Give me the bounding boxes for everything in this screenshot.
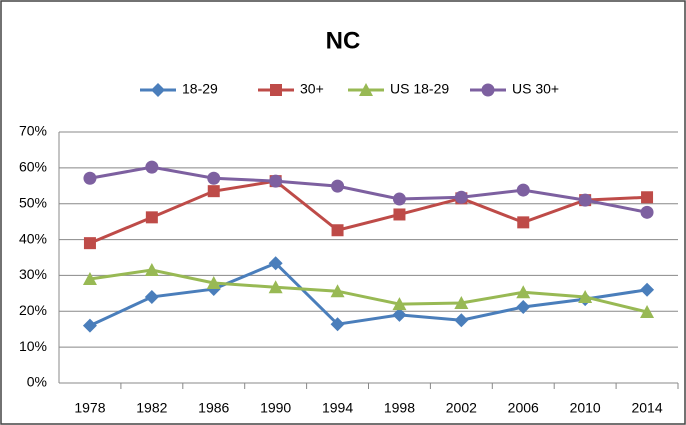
marker	[393, 208, 406, 221]
marker	[516, 285, 531, 299]
y-tick-label: 70%	[19, 123, 47, 139]
series-line	[89, 261, 648, 327]
marker	[392, 192, 406, 206]
y-tick-label: 50%	[19, 194, 47, 210]
marker	[640, 282, 655, 297]
marker	[641, 191, 654, 204]
marker	[330, 317, 345, 332]
marker	[83, 171, 97, 185]
series-line	[89, 179, 648, 245]
marker	[144, 263, 159, 277]
marker	[82, 318, 97, 333]
x-tick-label: 1990	[260, 400, 291, 416]
marker	[268, 280, 283, 294]
x-tick-label: 1986	[198, 400, 229, 416]
marker	[454, 190, 468, 204]
marker	[331, 179, 345, 193]
marker	[392, 297, 407, 311]
legend-label: 30+	[300, 81, 324, 97]
marker	[145, 211, 158, 224]
marker	[516, 183, 530, 197]
marker	[392, 307, 407, 322]
x-tick-label: 1994	[322, 400, 353, 416]
marker	[206, 275, 221, 289]
marker	[640, 205, 654, 219]
x-tick-label: 2010	[570, 400, 601, 416]
marker	[268, 256, 283, 271]
x-tick-label: 1998	[384, 400, 415, 416]
y-tick-label: 10%	[19, 338, 47, 354]
legend-label: US 30+	[512, 81, 559, 97]
legend-label: 18-29	[182, 81, 218, 97]
x-tick-label: 2002	[446, 400, 477, 416]
x-tick-label: 2014	[631, 400, 662, 416]
x-tick-label: 1982	[136, 400, 167, 416]
marker	[270, 84, 282, 96]
marker	[144, 289, 159, 304]
marker	[359, 83, 373, 96]
marker	[269, 174, 283, 188]
marker	[82, 272, 97, 286]
series-line	[89, 268, 648, 314]
marker	[454, 313, 469, 328]
marker	[151, 83, 165, 97]
marker	[640, 305, 655, 319]
marker	[207, 185, 220, 198]
marker	[207, 171, 221, 185]
x-tick-label: 2006	[508, 400, 539, 416]
y-tick-label: 60%	[19, 159, 47, 175]
y-tick-label: 40%	[19, 230, 47, 246]
marker	[331, 224, 344, 237]
marker	[517, 216, 530, 229]
series-line	[89, 165, 648, 214]
y-tick-label: 30%	[19, 266, 47, 282]
marker	[578, 193, 592, 207]
marker	[145, 160, 159, 174]
marker	[481, 83, 495, 97]
legend-label: US 18-29	[390, 81, 449, 97]
y-tick-label: 20%	[19, 302, 47, 318]
chart-title: NC	[326, 27, 361, 54]
marker	[330, 284, 345, 298]
marker	[83, 237, 96, 250]
marker	[516, 299, 531, 314]
y-tick-label: 0%	[27, 374, 47, 390]
x-tick-label: 1978	[74, 400, 105, 416]
marker	[454, 296, 469, 310]
marker	[578, 289, 593, 303]
